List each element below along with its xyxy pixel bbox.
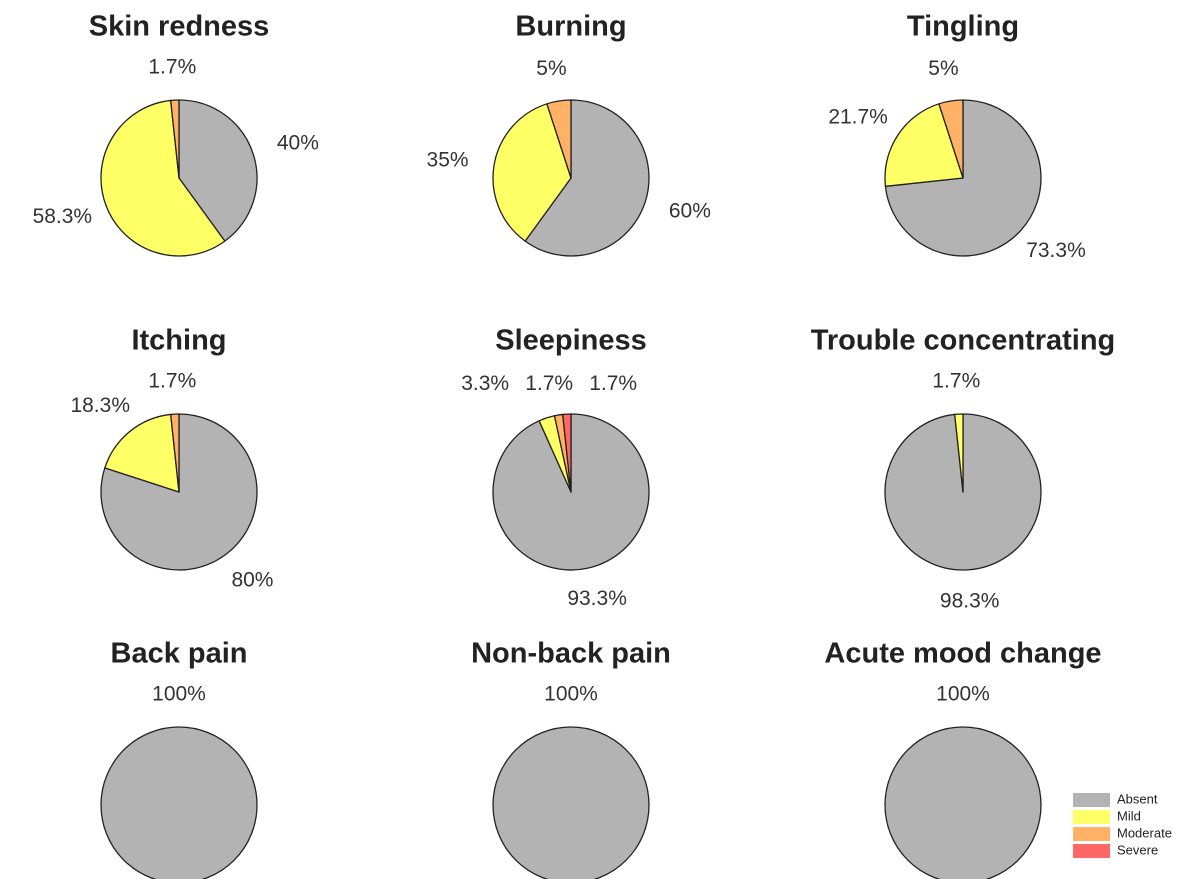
pie-slice [562, 413, 572, 493]
value-label: 93.3% [567, 587, 627, 610]
value-label: 35% [427, 148, 469, 171]
value-label: 60% [669, 200, 711, 223]
pie-slice [954, 413, 964, 493]
pie-slice [178, 99, 258, 242]
value-label: 1.7% [525, 372, 573, 395]
value-label: 100% [544, 683, 598, 706]
value-label: 1.7% [148, 56, 196, 79]
value-label: 3.3% [461, 372, 509, 395]
legend-label: Severe [1117, 842, 1158, 857]
chart-title: Itching [131, 325, 226, 357]
value-label: 5% [928, 57, 958, 80]
pie-slice [524, 99, 650, 257]
legend-swatch [1073, 827, 1110, 841]
value-label: 18.3% [70, 394, 130, 417]
chart-title: Tingling [907, 11, 1019, 43]
value-label: 58.3% [33, 205, 93, 228]
pie-slice [100, 726, 258, 879]
value-label: 1.7% [148, 370, 196, 393]
chart-title: Acute mood change [824, 638, 1101, 670]
pie-slice [492, 726, 650, 879]
chart-title: Skin redness [89, 11, 270, 43]
chart-title: Burning [515, 11, 626, 43]
pie-slice [492, 103, 572, 242]
pie-slice [884, 726, 1042, 879]
chart-title: Trouble concentrating [811, 325, 1116, 357]
value-label: 100% [152, 683, 206, 706]
chart-title: Sleepiness [495, 325, 647, 357]
legend-label: Absent [1117, 791, 1158, 806]
pie-slice [100, 99, 226, 257]
pie-slice [546, 99, 572, 179]
value-label: 21.7% [828, 106, 888, 129]
value-label: 40% [277, 132, 319, 155]
legend-label: Moderate [1117, 825, 1172, 840]
pie-slice [170, 99, 180, 179]
value-label: 80% [231, 569, 273, 592]
legend-swatch [1073, 844, 1110, 858]
pie-slice [884, 103, 964, 187]
pie-slice [104, 413, 180, 493]
pie-slice [170, 413, 180, 493]
pie-slice [938, 99, 964, 179]
value-label: 98.3% [940, 589, 1000, 612]
value-label: 1.7% [589, 372, 637, 395]
value-label: 100% [936, 683, 990, 706]
value-label: 1.7% [932, 370, 980, 393]
chart-title: Non-back pain [471, 638, 671, 670]
legend-swatch [1073, 810, 1110, 824]
legend-swatch [1073, 793, 1110, 807]
chart-title: Back pain [111, 638, 248, 670]
legend-label: Mild [1117, 808, 1141, 823]
value-label: 73.3% [1026, 239, 1086, 262]
value-label: 5% [536, 57, 566, 80]
